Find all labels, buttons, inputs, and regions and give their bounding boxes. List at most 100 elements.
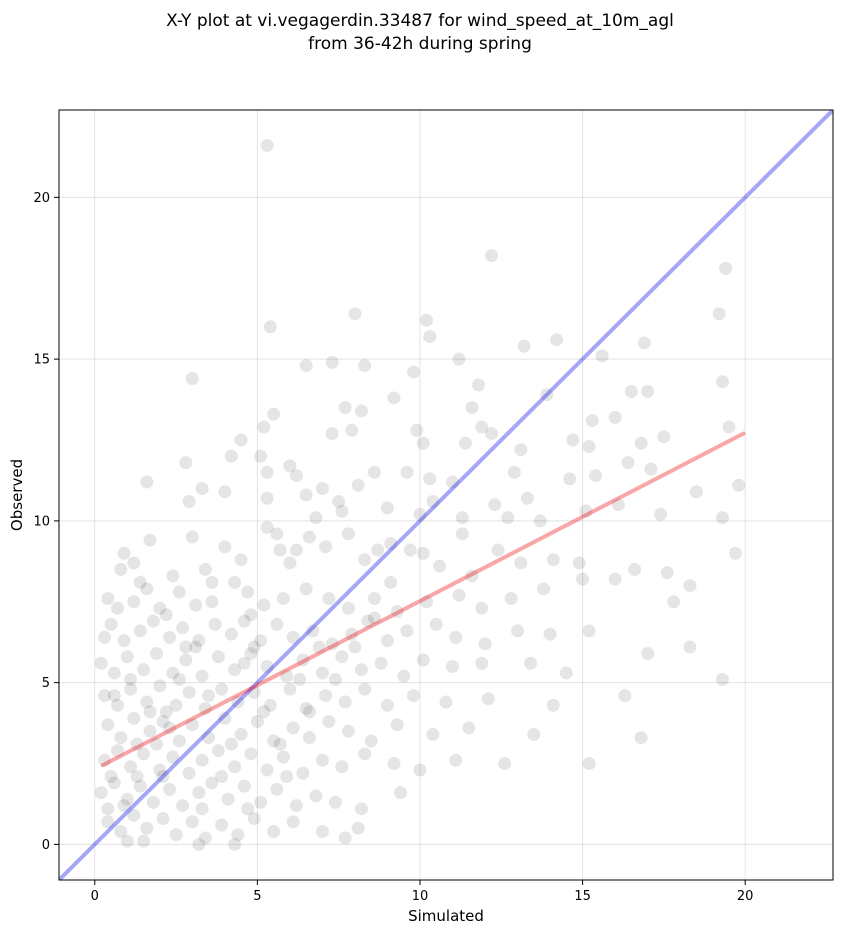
- data-point: [166, 569, 180, 583]
- plot-frame: [58, 109, 834, 881]
- data-point: [224, 449, 238, 463]
- data-point: [543, 627, 557, 641]
- data-point: [234, 727, 248, 741]
- data-point: [153, 763, 167, 777]
- y-tick-label: 10: [33, 514, 50, 529]
- data-point: [104, 617, 118, 631]
- data-point: [367, 592, 381, 606]
- data-point: [130, 769, 144, 783]
- data-point: [315, 482, 329, 496]
- data-point: [621, 456, 635, 470]
- data-point: [393, 786, 407, 800]
- data-point: [107, 776, 121, 790]
- data-point: [140, 695, 154, 709]
- data-point: [595, 349, 609, 363]
- data-point: [462, 721, 476, 735]
- data-point: [302, 530, 316, 544]
- data-point: [215, 818, 229, 832]
- data-point: [413, 763, 427, 777]
- data-point: [419, 595, 433, 609]
- x-axis-label: Simulated: [408, 907, 484, 925]
- data-point: [667, 595, 681, 609]
- data-point: [358, 359, 372, 373]
- data-point: [374, 656, 388, 670]
- data-point: [296, 653, 310, 667]
- data-point: [481, 692, 495, 706]
- data-point: [124, 760, 138, 774]
- data-point: [335, 760, 349, 774]
- data-point: [218, 540, 232, 554]
- data-point: [140, 821, 154, 835]
- data-point: [127, 595, 141, 609]
- data-point: [335, 504, 349, 518]
- data-point: [475, 601, 489, 615]
- data-point: [384, 537, 398, 551]
- data-point: [325, 637, 339, 651]
- data-point: [244, 647, 258, 661]
- data-point: [133, 779, 147, 793]
- data-point: [455, 527, 469, 541]
- data-point: [260, 139, 274, 153]
- data-point: [237, 779, 251, 793]
- data-point: [380, 501, 394, 515]
- data-point: [205, 776, 219, 790]
- data-point: [416, 436, 430, 450]
- data-point: [302, 731, 316, 745]
- data-point: [182, 685, 196, 699]
- data-point: [432, 559, 446, 573]
- data-point: [257, 598, 271, 612]
- data-point: [348, 640, 362, 654]
- data-point: [208, 617, 222, 631]
- data-point: [546, 698, 560, 712]
- data-point: [120, 792, 134, 806]
- y-tick-label: 0: [42, 838, 50, 853]
- data-point: [137, 747, 151, 761]
- data-point: [117, 634, 131, 648]
- data-point: [231, 695, 245, 709]
- data-point: [419, 313, 433, 327]
- data-point: [624, 384, 638, 398]
- data-point: [289, 799, 303, 813]
- data-point: [137, 663, 151, 677]
- data-point: [185, 530, 199, 544]
- x-tick-label: 15: [574, 889, 591, 904]
- data-point: [465, 401, 479, 415]
- data-point: [257, 420, 271, 434]
- data-point: [163, 782, 177, 796]
- data-point: [182, 494, 196, 508]
- data-point: [192, 786, 206, 800]
- data-point: [660, 566, 674, 580]
- data-point: [263, 320, 277, 334]
- data-point: [234, 553, 248, 567]
- data-point: [198, 562, 212, 576]
- data-point: [582, 624, 596, 638]
- data-point: [380, 634, 394, 648]
- data-point: [202, 689, 216, 703]
- data-point: [189, 640, 203, 654]
- data-point: [195, 669, 209, 683]
- data-point: [546, 553, 560, 567]
- data-point: [241, 585, 255, 599]
- data-point: [715, 672, 729, 686]
- data-point: [163, 721, 177, 735]
- data-point: [572, 556, 586, 570]
- data-point: [413, 507, 427, 521]
- data-point: [390, 718, 404, 732]
- x-tick-label: 5: [253, 889, 261, 904]
- data-point: [228, 760, 242, 774]
- data-point: [263, 698, 277, 712]
- data-point: [654, 507, 668, 521]
- data-point: [143, 724, 157, 738]
- data-point: [133, 624, 147, 638]
- data-point: [338, 831, 352, 845]
- data-point: [315, 824, 329, 838]
- data-point: [124, 682, 138, 696]
- data-point: [299, 359, 313, 373]
- data-point: [309, 789, 323, 803]
- data-point: [111, 744, 125, 758]
- data-point: [400, 465, 414, 479]
- data-point: [195, 802, 209, 816]
- data-point: [312, 640, 326, 654]
- data-point: [439, 695, 453, 709]
